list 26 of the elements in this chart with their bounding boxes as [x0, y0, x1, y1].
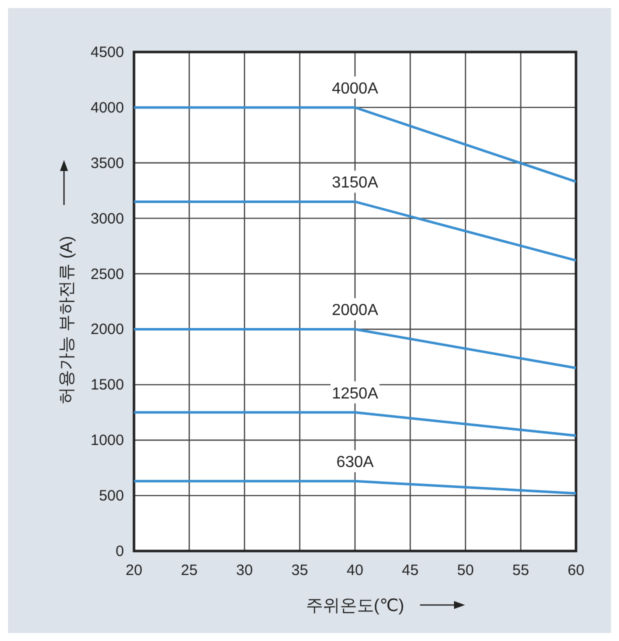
- y-tick-label: 3000: [90, 210, 124, 228]
- series-label: 2000A: [332, 302, 378, 320]
- y-tick-label: 0: [116, 543, 124, 560]
- x-tick-label: 35: [291, 562, 308, 579]
- series-label: 630A: [336, 454, 374, 472]
- x-tick-label: 20: [126, 562, 142, 579]
- x-tick-label: 30: [236, 562, 253, 579]
- x-axis-title: 주위온도(℃): [306, 596, 404, 615]
- series-label: 4000A: [332, 80, 378, 98]
- y-tick-label: 1000: [90, 432, 124, 450]
- series-label: 1250A: [332, 385, 378, 402]
- y-tick-label: 3500: [90, 154, 124, 172]
- y-tick-label: 500: [98, 488, 124, 505]
- x-tick-label: 40: [346, 562, 364, 579]
- x-tick-label: 60: [568, 562, 584, 579]
- y-tick-label: 4000: [90, 99, 124, 116]
- y-tick-label: 2000: [90, 321, 124, 338]
- x-tick-label: 50: [457, 562, 474, 579]
- y-tick-label: 2500: [90, 266, 124, 283]
- y-tick-label: 1500: [90, 376, 124, 394]
- x-tick-label: 45: [402, 562, 419, 579]
- series-label: 3150A: [332, 174, 378, 192]
- y-axis-title: 허용가능 부하전류 (A): [57, 236, 76, 404]
- x-tick-label: 55: [512, 562, 530, 579]
- y-tick-label: 4500: [90, 44, 124, 61]
- x-tick-label: 25: [180, 562, 198, 579]
